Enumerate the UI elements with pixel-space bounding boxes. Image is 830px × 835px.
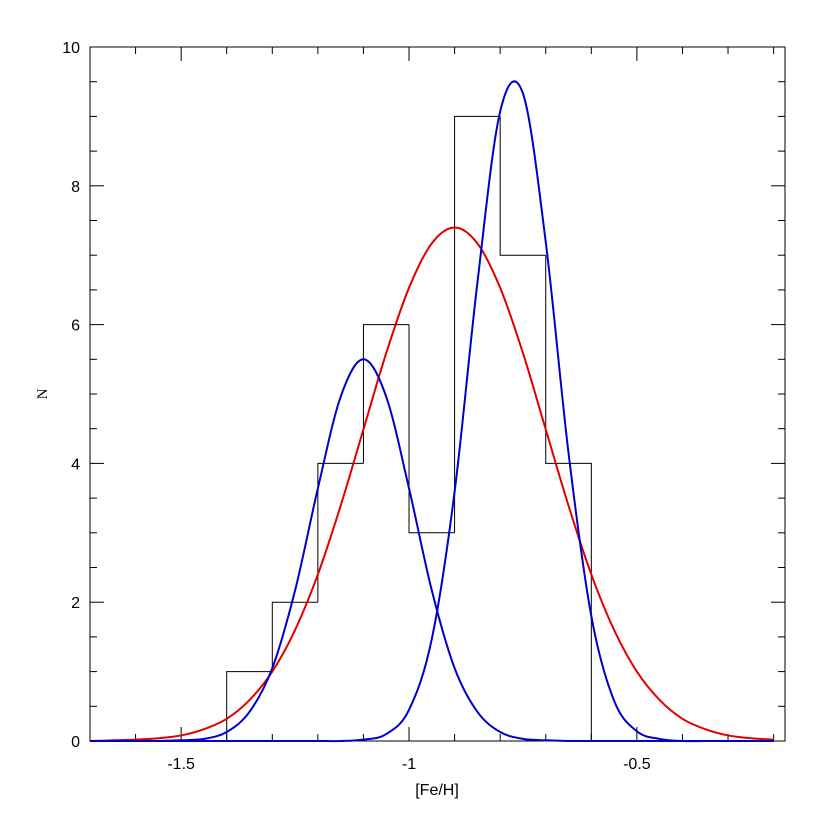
y-axis-label: N [35,388,51,399]
y-tick-label: 0 [71,734,80,751]
fit-curve [90,80,774,743]
y-tick-label: 8 [71,179,80,196]
histogram-bin [271,601,318,672]
plot-frame [89,46,786,742]
x-tick-label: -1 [402,756,416,773]
y-tick-label: 6 [71,318,80,335]
fit-curve [90,358,774,743]
y-tick-label: 10 [62,40,80,57]
histogram-bin [499,116,546,256]
y-tick-label: 4 [71,456,80,473]
x-tick-label: -0.5 [623,756,651,773]
histogram-bin [408,324,455,534]
histogram-bin [362,324,410,464]
histogram-bin [454,115,501,533]
histogram-bin [317,462,364,603]
y-tick-label: 2 [71,595,80,612]
x-tick-label: -1.5 [167,756,195,773]
histogram-bin [545,255,592,741]
x-axis-label: [Fe/H] [415,782,459,799]
fit-curve [89,226,774,742]
